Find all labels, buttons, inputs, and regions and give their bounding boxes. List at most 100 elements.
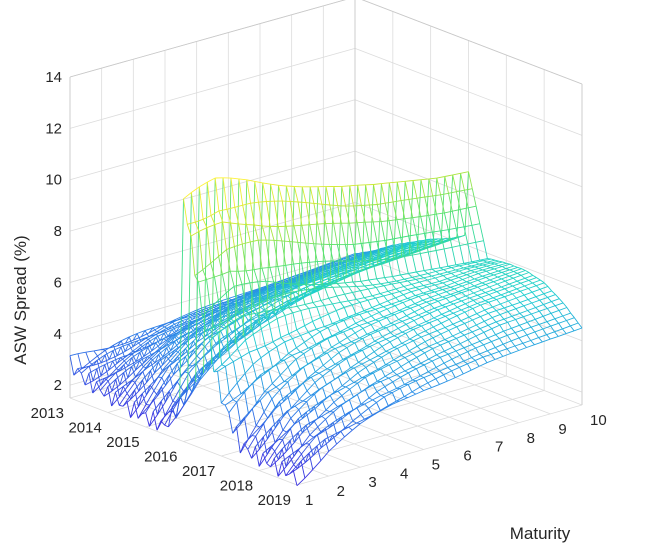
surface-mesh-segment (123, 366, 132, 373)
surface-mesh-segment (558, 320, 567, 324)
surface-mesh-segment (495, 330, 504, 336)
surface-mesh-segment (446, 282, 455, 287)
surface-mesh-segment (138, 394, 147, 407)
surface-mesh-segment (487, 347, 496, 352)
surface-mesh-segment (341, 186, 347, 207)
surface-mesh-segment (171, 406, 177, 419)
surface-mesh-segment (355, 319, 364, 324)
surface-mesh-segment (139, 347, 145, 357)
surface-mesh-segment (119, 372, 125, 385)
surface-mesh-segment (543, 304, 548, 309)
surface-mesh-segment (479, 353, 484, 358)
surface-mesh-segment (360, 408, 369, 415)
surface-mesh-segment (348, 407, 358, 413)
surface-mesh-segment (516, 288, 521, 292)
surface-mesh-segment (353, 382, 358, 384)
surface-mesh-segment (384, 392, 393, 398)
surface-mesh-segment (368, 278, 377, 281)
surface-mesh-segment (341, 395, 346, 403)
surface-mesh-segment (461, 289, 470, 294)
surface-mesh-segment (451, 211, 457, 229)
surface-mesh-segment (421, 312, 431, 318)
surface-mesh-segment (433, 317, 438, 320)
surface-mesh-segment (304, 304, 310, 309)
surface-mesh-segment (412, 216, 421, 219)
surface-mesh-segment (339, 316, 349, 321)
surface-mesh-segment (171, 395, 181, 407)
surface-mesh-segment (483, 240, 488, 259)
surface-mesh-segment (352, 420, 357, 424)
surface-mesh-segment (512, 285, 517, 290)
surface-mesh-segment (462, 279, 467, 283)
surface-mesh-segment (427, 271, 436, 275)
surface-mesh-segment (338, 352, 344, 360)
surface-mesh-segment (343, 307, 349, 318)
surface-mesh-segment (341, 388, 350, 396)
surface-mesh-segment (238, 223, 247, 226)
surface-mesh-segment (333, 402, 338, 407)
surface-mesh-segment (183, 192, 192, 200)
surface-mesh-segment (524, 274, 533, 279)
surface-mesh-segment (77, 366, 86, 370)
surface-mesh-segment (410, 307, 415, 313)
surface-mesh-segment (455, 262, 464, 266)
floor-gridline (183, 361, 469, 442)
surface-mesh-segment (301, 443, 310, 455)
surface-mesh-segment (85, 350, 94, 353)
surface-mesh-segment (356, 394, 362, 405)
surface-mesh-segment (408, 235, 413, 256)
surface-mesh-segment (289, 440, 295, 457)
surface-mesh-segment (271, 389, 281, 400)
surface-mesh-segment (482, 262, 491, 266)
surface-mesh-segment (210, 263, 215, 278)
surface-mesh-segment (483, 328, 492, 333)
surface-mesh-segment (396, 219, 402, 238)
surface-mesh-segment (256, 349, 262, 358)
surface-mesh-segment (493, 278, 502, 283)
surface-mesh-segment (273, 281, 282, 284)
surface-mesh-segment (188, 309, 197, 314)
surface-mesh-segment (201, 321, 211, 329)
surface-mesh-segment (570, 312, 575, 318)
surface-mesh-segment (486, 350, 492, 355)
surface-mesh-segment (527, 307, 536, 311)
surface-mesh-segment (266, 446, 272, 455)
surface-mesh-segment (436, 354, 441, 358)
surface-mesh-segment (453, 312, 458, 317)
surface-mesh-segment (156, 326, 165, 333)
surface-mesh-segment (233, 356, 242, 362)
surface-mesh-segment (463, 344, 473, 349)
surface-mesh-segment (387, 297, 396, 302)
surface-mesh-segment (258, 202, 263, 226)
surface-mesh-segment (531, 310, 540, 315)
surface-mesh-segment (375, 297, 381, 305)
surface-mesh-segment (546, 318, 555, 323)
surface-mesh-segment (332, 430, 341, 436)
surface-mesh-segment (532, 282, 537, 287)
z-tick-label: 14 (45, 69, 62, 86)
surface-mesh-segment (497, 276, 502, 280)
surface-mesh-segment (577, 322, 583, 329)
surface-mesh-segment (268, 346, 278, 353)
surface-mesh-segment (334, 348, 340, 353)
surface-mesh-segment (368, 413, 377, 419)
surface-mesh-segment (344, 429, 353, 438)
surface-mesh-segment (377, 342, 383, 347)
surface-mesh-segment (448, 330, 453, 337)
surface-mesh-segment (262, 225, 271, 227)
surface-mesh-segment (389, 337, 399, 343)
surface-mesh-segment (384, 371, 394, 377)
surface-mesh-segment (542, 338, 551, 343)
surface-mesh-segment (233, 304, 242, 310)
surface-mesh-segment (265, 240, 271, 268)
surface-mesh-segment (434, 291, 439, 295)
surface-mesh-segment (293, 449, 299, 457)
surface-mesh-segment (250, 181, 256, 330)
maturity-tick-label: 3 (368, 474, 376, 491)
surface-mesh-segment (237, 308, 246, 313)
surface-mesh-segment (361, 242, 370, 244)
surface-mesh-segment (306, 390, 312, 396)
surface-mesh-segment (492, 314, 501, 319)
surface-mesh-segment (255, 411, 265, 426)
surface-mesh-segment (416, 234, 421, 254)
